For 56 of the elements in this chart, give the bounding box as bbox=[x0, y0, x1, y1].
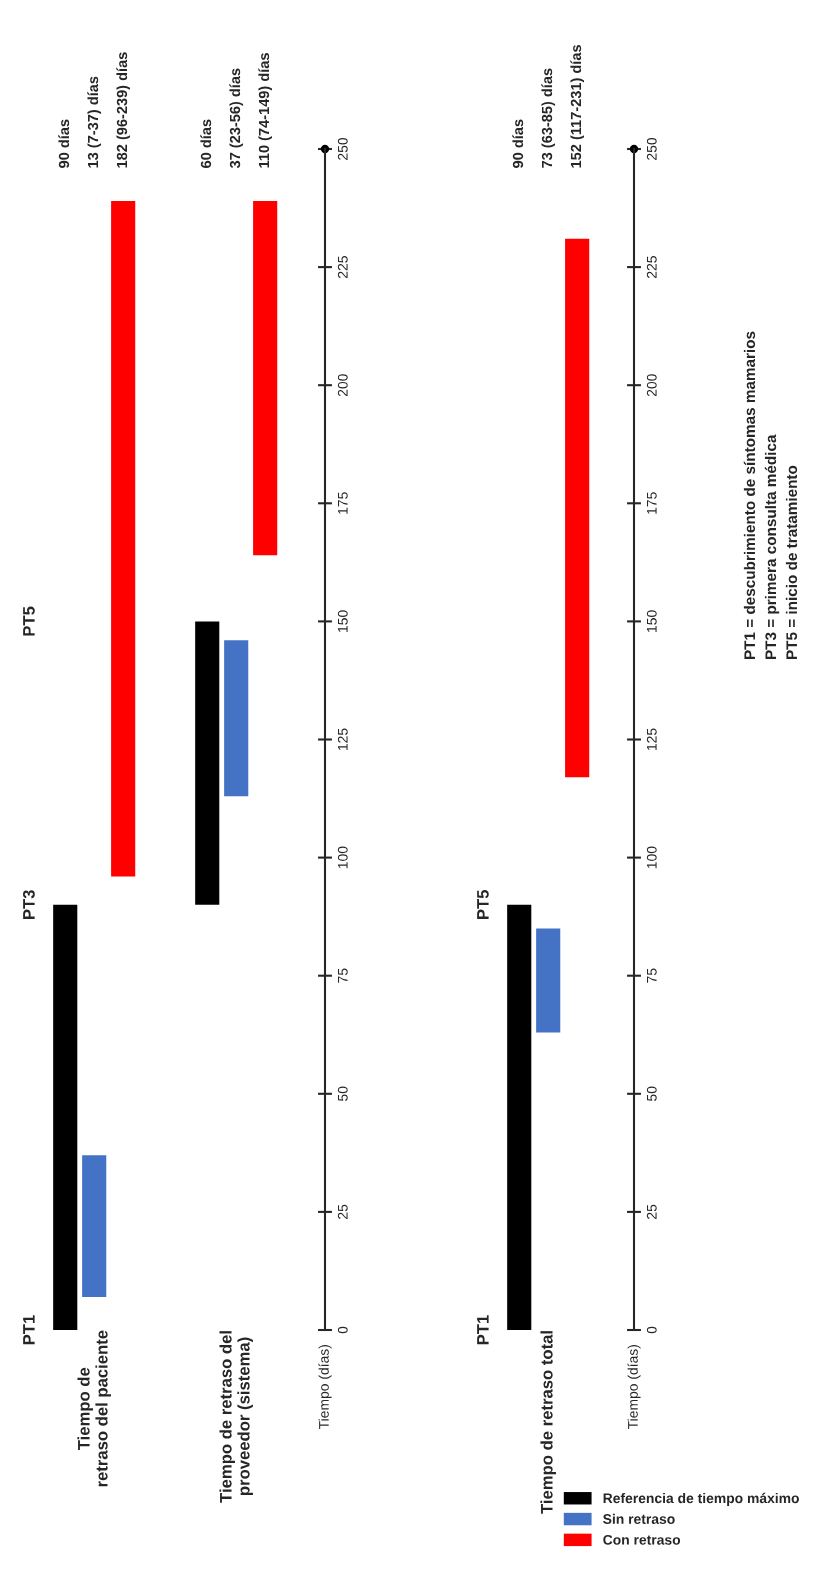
y-tick-label: 250 bbox=[646, 137, 657, 160]
annotation: PT3 bbox=[22, 890, 35, 920]
y-tick-label: 25 bbox=[337, 1204, 348, 1219]
y-tick-label: 0 bbox=[337, 1326, 348, 1334]
y-tick-label: 150 bbox=[337, 610, 348, 632]
bar bbox=[53, 904, 78, 1330]
bar bbox=[507, 904, 532, 1330]
bar bbox=[253, 200, 278, 556]
bar bbox=[111, 200, 136, 877]
y-axis-title: Tiempo (días) bbox=[627, 1345, 641, 1429]
annotation: PT5 bbox=[23, 606, 35, 636]
text: PT3 = primera consulta médica bbox=[764, 434, 780, 659]
legend-label: Sin retraso bbox=[603, 1513, 675, 1524]
annotation: 182 (96-239) días bbox=[116, 52, 131, 168]
y-tick-label: 0 bbox=[646, 1326, 657, 1334]
y-tick-label: 175 bbox=[647, 492, 657, 514]
y-tick-label: 200 bbox=[337, 374, 348, 397]
y-tick-label: 75 bbox=[338, 968, 348, 983]
x-tick-label: Tiempo de retraso total bbox=[540, 1331, 556, 1514]
y-tick-label: 100 bbox=[646, 846, 657, 869]
y-tick-label: 175 bbox=[338, 492, 348, 514]
y-tick-label: 100 bbox=[337, 846, 348, 869]
y-tick-label: 200 bbox=[646, 374, 657, 397]
annotation: 37 (23-56) días bbox=[229, 68, 244, 169]
bar bbox=[195, 621, 220, 905]
y-tick-label: 125 bbox=[337, 728, 348, 751]
annotation: 90 días bbox=[58, 119, 70, 168]
annotation: 60 días bbox=[200, 119, 212, 168]
legend-label: Referencia de tiempo máximo bbox=[603, 1492, 799, 1506]
y-tick-label: 225 bbox=[337, 256, 348, 278]
annotation: 152 (117-231) días bbox=[570, 45, 585, 168]
y-axis-title: Tiempo (días) bbox=[318, 1345, 332, 1429]
text: PT1 bbox=[477, 1315, 489, 1345]
y-tick-label: 50 bbox=[646, 1086, 657, 1101]
y-tick-label: 125 bbox=[646, 728, 657, 751]
bar bbox=[565, 238, 590, 778]
x-tick-label: Tiempo de retraso del proveedor (sistema) bbox=[219, 1331, 253, 1503]
bar bbox=[82, 1155, 107, 1297]
text: PT5 bbox=[477, 890, 489, 920]
annotation: 13 (7-37) días bbox=[87, 76, 102, 168]
y-tick-label: 150 bbox=[646, 610, 657, 632]
annotation: 90 días bbox=[512, 119, 524, 168]
bar bbox=[536, 928, 561, 1033]
annotation: PT1 bbox=[23, 1315, 35, 1345]
y-tick-label: 225 bbox=[646, 256, 657, 278]
y-tick-label: 50 bbox=[337, 1086, 348, 1101]
bar bbox=[224, 640, 249, 797]
text: PT5 = inicio de tratamiento bbox=[785, 465, 798, 659]
annotation: 110 (74-149) días bbox=[258, 53, 273, 168]
x-tick-label: Tiempo de retraso del paciente bbox=[77, 1330, 111, 1487]
annotation: 73 (63-85) días bbox=[541, 68, 556, 168]
legend-label: Con retraso bbox=[603, 1534, 681, 1545]
text: PT1 = descubrimiento de síntomas mamarios bbox=[743, 331, 756, 659]
y-tick-label: 25 bbox=[646, 1204, 657, 1219]
y-tick-label: 250 bbox=[337, 137, 348, 160]
y-tick-label: 75 bbox=[647, 968, 657, 983]
